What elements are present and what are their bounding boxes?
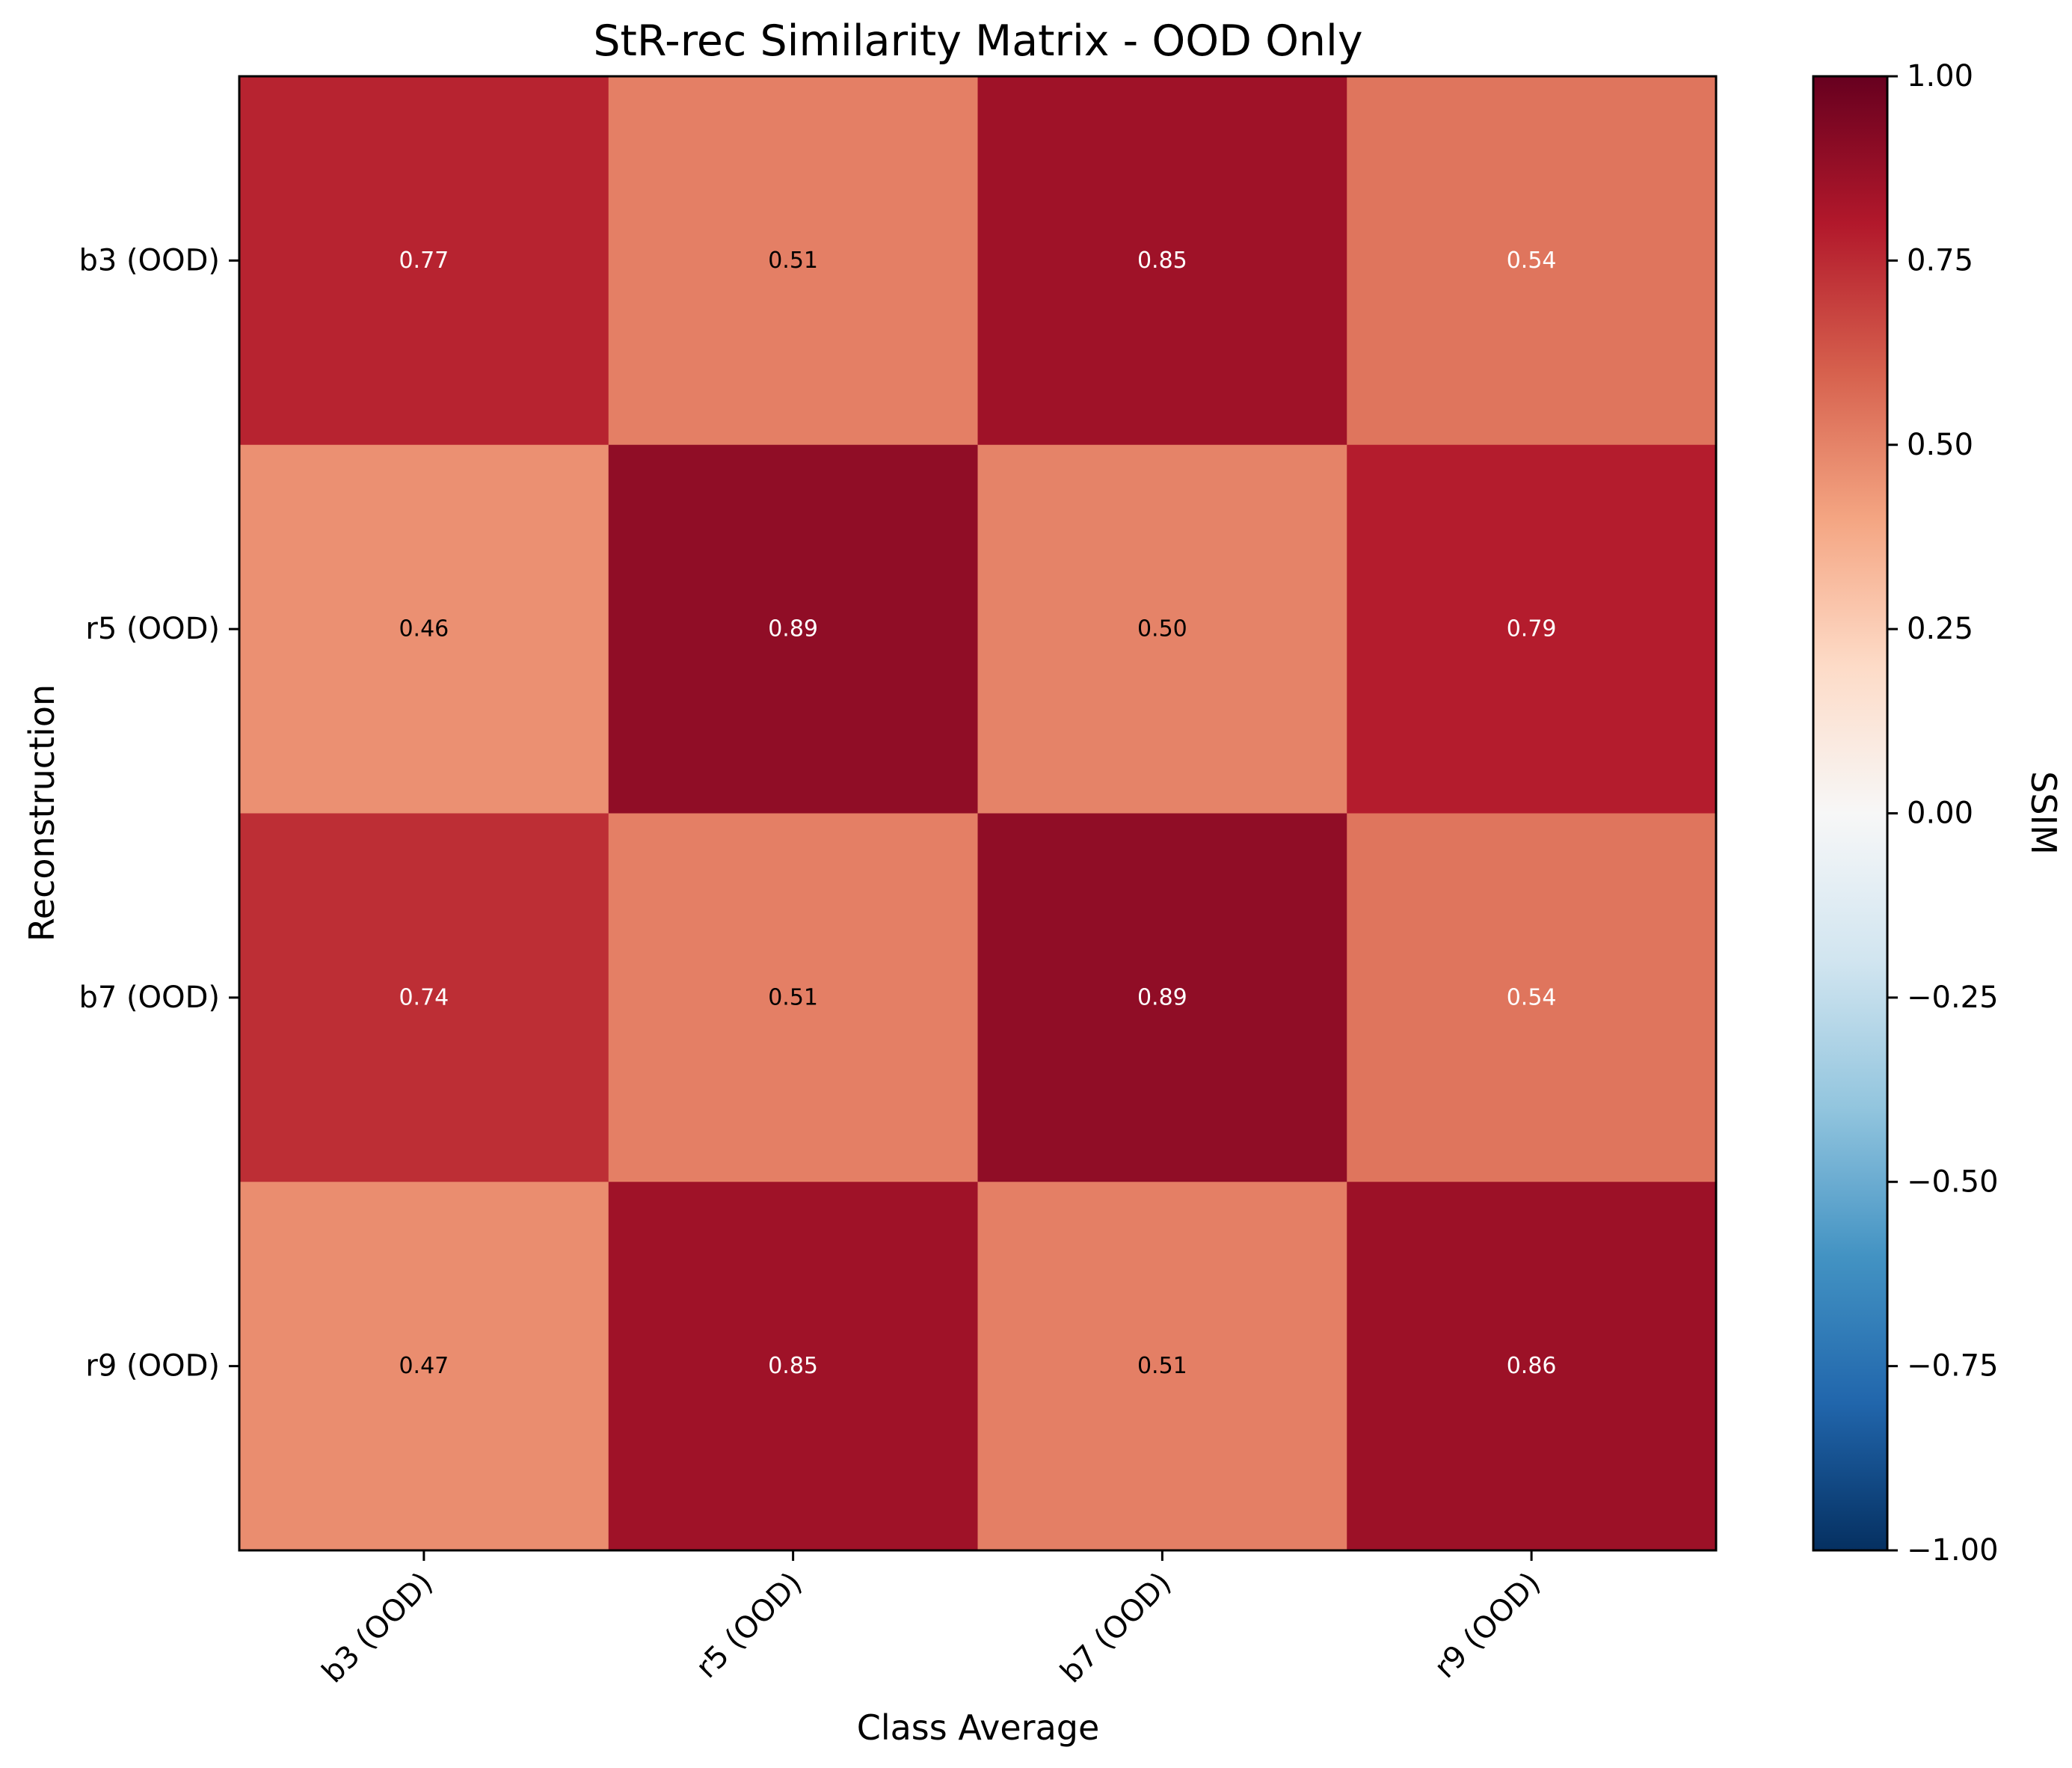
plot-frame bbox=[238, 75, 1718, 1552]
cell-value-label: 0.85 bbox=[1137, 248, 1187, 274]
y-axis-ticks: b3 (OOD) r5 (OOD) b7 (OOD) r9 (OOD) bbox=[79, 243, 239, 1384]
heatmap-cell bbox=[977, 1182, 1347, 1551]
heatmap-cell bbox=[977, 444, 1347, 814]
colorbar-label: SSIM bbox=[2023, 771, 2064, 855]
heatmap-cell bbox=[608, 1182, 978, 1551]
y-axis-label: Reconstruction bbox=[22, 684, 62, 942]
heatmap-cell bbox=[1347, 76, 1717, 446]
heatmap-cell bbox=[239, 76, 609, 446]
heatmap-cell bbox=[608, 444, 978, 814]
heatmap-cell bbox=[239, 813, 609, 1182]
y-tick-label: b3 (OOD) bbox=[79, 243, 220, 277]
heatmap-cell bbox=[608, 813, 978, 1182]
heatmap-cell bbox=[239, 1182, 609, 1551]
cell-value-label: 0.51 bbox=[768, 248, 818, 274]
cell-value-label: 0.79 bbox=[1507, 616, 1557, 642]
cell-value-label: 0.51 bbox=[768, 984, 818, 1010]
cell-value-label: 0.89 bbox=[768, 616, 818, 642]
heatmap-cell bbox=[608, 76, 978, 446]
heatmap-cell bbox=[239, 444, 609, 814]
chart-title: StR-rec Similarity Matrix - OOD Only bbox=[593, 16, 1362, 66]
colorbar-tick-label: 1.00 bbox=[1907, 59, 1973, 93]
heatmap-cell bbox=[977, 813, 1347, 1182]
colorbar-tick-label: 0.75 bbox=[1907, 243, 1973, 277]
y-tick-label: r9 (OOD) bbox=[85, 1349, 220, 1384]
cell-value-label: 0.85 bbox=[768, 1353, 818, 1379]
colorbar bbox=[1812, 75, 1889, 1552]
colorbar-tick-label: −0.25 bbox=[1907, 980, 1999, 1015]
cell-value-label: 0.89 bbox=[1137, 984, 1187, 1010]
heatmap-cell bbox=[1347, 1182, 1717, 1551]
colorbar-tick-label: −0.75 bbox=[1907, 1349, 1999, 1384]
colorbar-tick-label: −1.00 bbox=[1907, 1533, 1999, 1568]
cell-value-label: 0.46 bbox=[399, 616, 449, 642]
y-tick-label: r5 (OOD) bbox=[85, 612, 220, 646]
cell-value-label: 0.74 bbox=[399, 984, 449, 1010]
colorbar-tick-label: 0.25 bbox=[1907, 612, 1973, 646]
cell-value-label: 0.86 bbox=[1507, 1353, 1557, 1379]
x-axis-label: Class Average bbox=[857, 1707, 1100, 1748]
colorbar-tick-label: −0.50 bbox=[1907, 1164, 1999, 1199]
heatmap-cell bbox=[1347, 813, 1717, 1182]
cell-value-label: 0.50 bbox=[1137, 616, 1187, 642]
cell-value-label: 0.51 bbox=[1137, 1353, 1187, 1379]
colorbar-tick-label: 0.00 bbox=[1907, 796, 1973, 831]
heatmap-cell bbox=[977, 76, 1347, 446]
cell-value-labels: 0.77 0.51 0.85 0.54 0.46 0.89 0.50 0.79 0.74 0.51… bbox=[399, 248, 1556, 1379]
heatmap-cell bbox=[1347, 444, 1717, 814]
cell-value-label: 0.54 bbox=[1507, 248, 1557, 274]
y-tick-label: b7 (OOD) bbox=[79, 980, 220, 1015]
colorbar-tick-label: 0.50 bbox=[1907, 428, 1973, 462]
heatmap-cells bbox=[239, 76, 1717, 1551]
cell-value-label: 0.47 bbox=[399, 1353, 449, 1379]
colorbar-ticks: 1.00 0.75 0.50 0.25 0.00 −0.25 −0.50 −0.75 −1.00 bbox=[1887, 59, 1999, 1568]
cell-value-label: 0.77 bbox=[399, 248, 449, 274]
cell-value-label: 0.54 bbox=[1507, 984, 1557, 1010]
